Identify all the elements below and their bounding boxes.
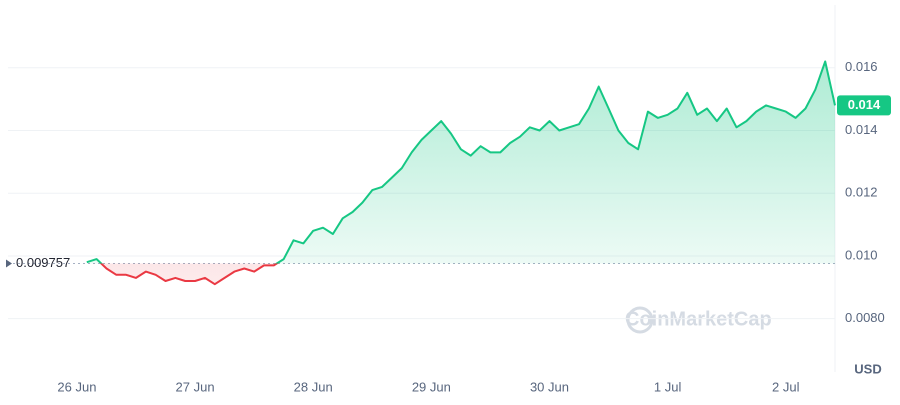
x-tick-label: 27 Jun: [176, 379, 215, 394]
y-tick-label: 0.016: [845, 59, 878, 74]
area-down: [101, 263, 277, 285]
y-tick-label: 0.014: [845, 122, 878, 137]
line-up: [86, 60, 836, 264]
x-tick-label: 1 Jul: [654, 379, 682, 394]
baseline-label: 0.009757: [16, 255, 70, 270]
x-tick-label: 2 Jul: [772, 379, 800, 394]
y-tick-label: 0.012: [845, 185, 878, 200]
currency-label: USD: [854, 361, 881, 376]
y-tick-label: 0.010: [845, 247, 878, 262]
x-tick-label: 30 Jun: [530, 379, 569, 394]
watermark: CoinMarketCap: [625, 308, 772, 330]
x-tick-label: 28 Jun: [294, 379, 333, 394]
watermark-logo: [626, 306, 654, 334]
baseline-marker: [6, 259, 12, 268]
line-down: [99, 263, 279, 286]
current-price-label: 0.014: [848, 97, 881, 112]
current-price-tag: [837, 95, 891, 116]
y-tick-label: 0.0080: [845, 310, 885, 325]
x-tick-label: 26 Jun: [57, 379, 96, 394]
x-tick-label: 29 Jun: [412, 379, 451, 394]
area-up: [86, 61, 835, 264]
